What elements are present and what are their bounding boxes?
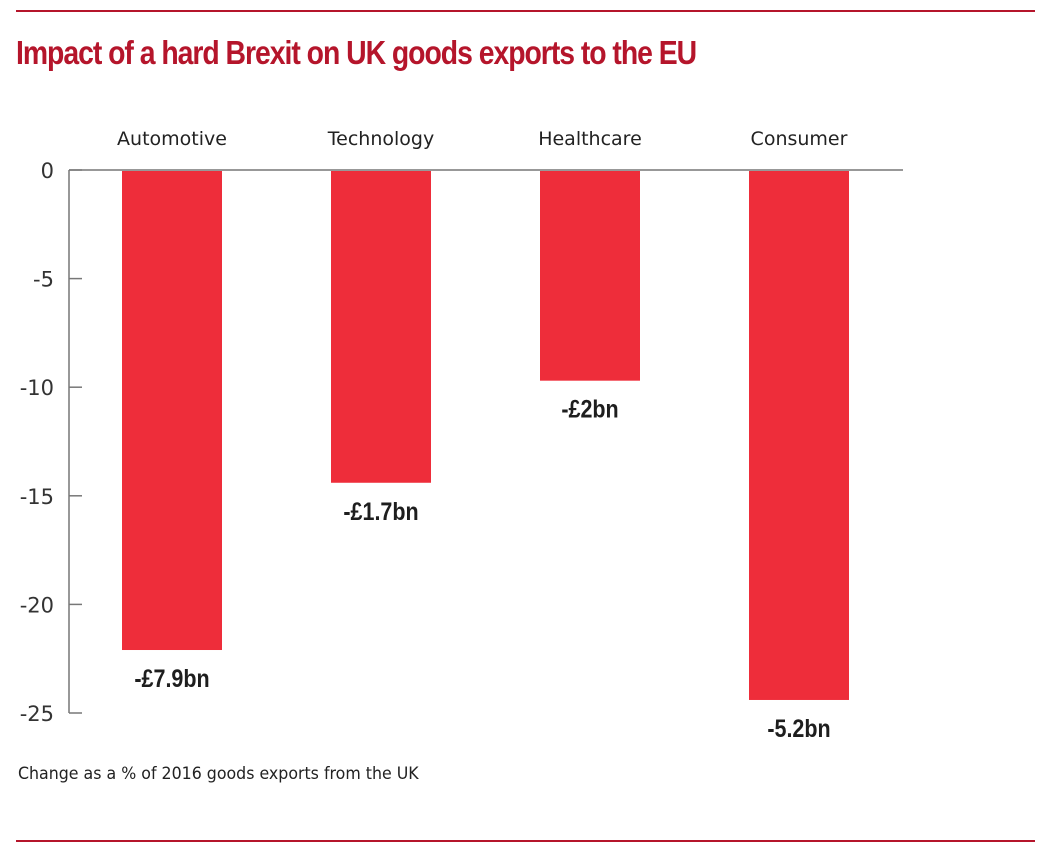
axis-layer: 0 -5 -10 -15 -20 -25: [20, 159, 903, 726]
bar-layer: [122, 171, 849, 700]
data-label: -£1.7bn: [343, 497, 418, 525]
y-tick-label: -10: [20, 376, 54, 400]
category-label: Healthcare: [538, 128, 642, 150]
category-label: Automotive: [117, 128, 227, 150]
chart-title: Impact of a hard Brexit on UK goods expo…: [16, 34, 697, 71]
data-label: -£2bn: [561, 395, 618, 423]
data-label: -£7.9bn: [134, 664, 209, 692]
y-tick-label: -5: [33, 268, 54, 292]
bar-consumer: [749, 171, 849, 700]
category-label: Technology: [327, 128, 434, 150]
label-layer: Automotive -£7.9bn Technology -£1.7bn Health…: [117, 128, 848, 742]
top-rule: [16, 10, 1035, 12]
y-tick-label: -25: [20, 702, 54, 726]
data-label: -5.2bn: [767, 714, 830, 742]
y-tick-label: -15: [20, 485, 54, 509]
bar-automotive: [122, 171, 222, 651]
bar-technology: [331, 171, 431, 483]
category-label: Consumer: [751, 128, 848, 150]
bottom-rule: [16, 840, 1035, 842]
chart-caption: Change as a % of 2016 goods exports from…: [18, 764, 419, 784]
bar-healthcare: [540, 171, 640, 381]
y-tick-label: -20: [20, 593, 54, 617]
y-tick-label: 0: [41, 159, 54, 183]
